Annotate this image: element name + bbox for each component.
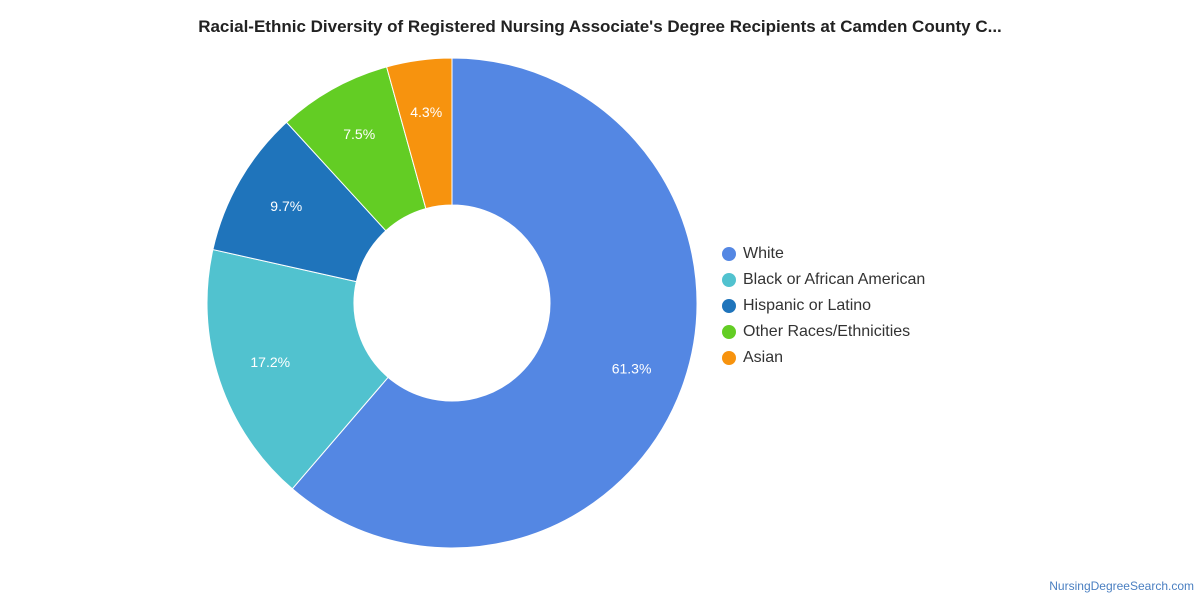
source-credit: NursingDegreeSearch.com xyxy=(1049,579,1194,593)
donut-slice-0[interactable] xyxy=(291,57,698,549)
donut-slice-1[interactable] xyxy=(206,248,389,490)
legend-label-1: Black or African American xyxy=(743,271,926,288)
chart-title: Racial-Ethnic Diversity of Registered Nu… xyxy=(198,17,1002,36)
legend-swatch-2 xyxy=(722,299,736,313)
legend-swatch-0 xyxy=(722,247,736,261)
slice-label-1: 17.2% xyxy=(250,354,290,370)
legend-item-0[interactable]: White xyxy=(722,241,925,267)
legend-swatch-3 xyxy=(722,325,736,339)
slice-label-2: 9.7% xyxy=(270,198,302,214)
legend-label-3: Other Races/Ethnicities xyxy=(743,323,911,340)
legend-label-4: Asian xyxy=(743,349,784,366)
legend-item-4[interactable]: Asian xyxy=(722,345,925,371)
legend-item-2[interactable]: Hispanic or Latino xyxy=(722,293,925,319)
legend-swatch-4 xyxy=(722,351,736,365)
donut-slice-4[interactable] xyxy=(385,57,453,210)
slice-label-4: 4.3% xyxy=(410,104,442,120)
slice-label-0: 61.3% xyxy=(612,360,652,376)
legend-item-3[interactable]: Other Races/Ethnicities xyxy=(722,319,925,345)
legend-item-1[interactable]: Black or African American xyxy=(722,267,925,293)
chart-legend: White Black or African American Hispanic o… xyxy=(722,241,925,371)
legend-label-0: White xyxy=(743,245,784,262)
slice-label-3: 7.5% xyxy=(343,126,375,142)
legend-swatch-1 xyxy=(722,273,736,287)
legend-label-2: Hispanic or Latino xyxy=(743,297,872,314)
